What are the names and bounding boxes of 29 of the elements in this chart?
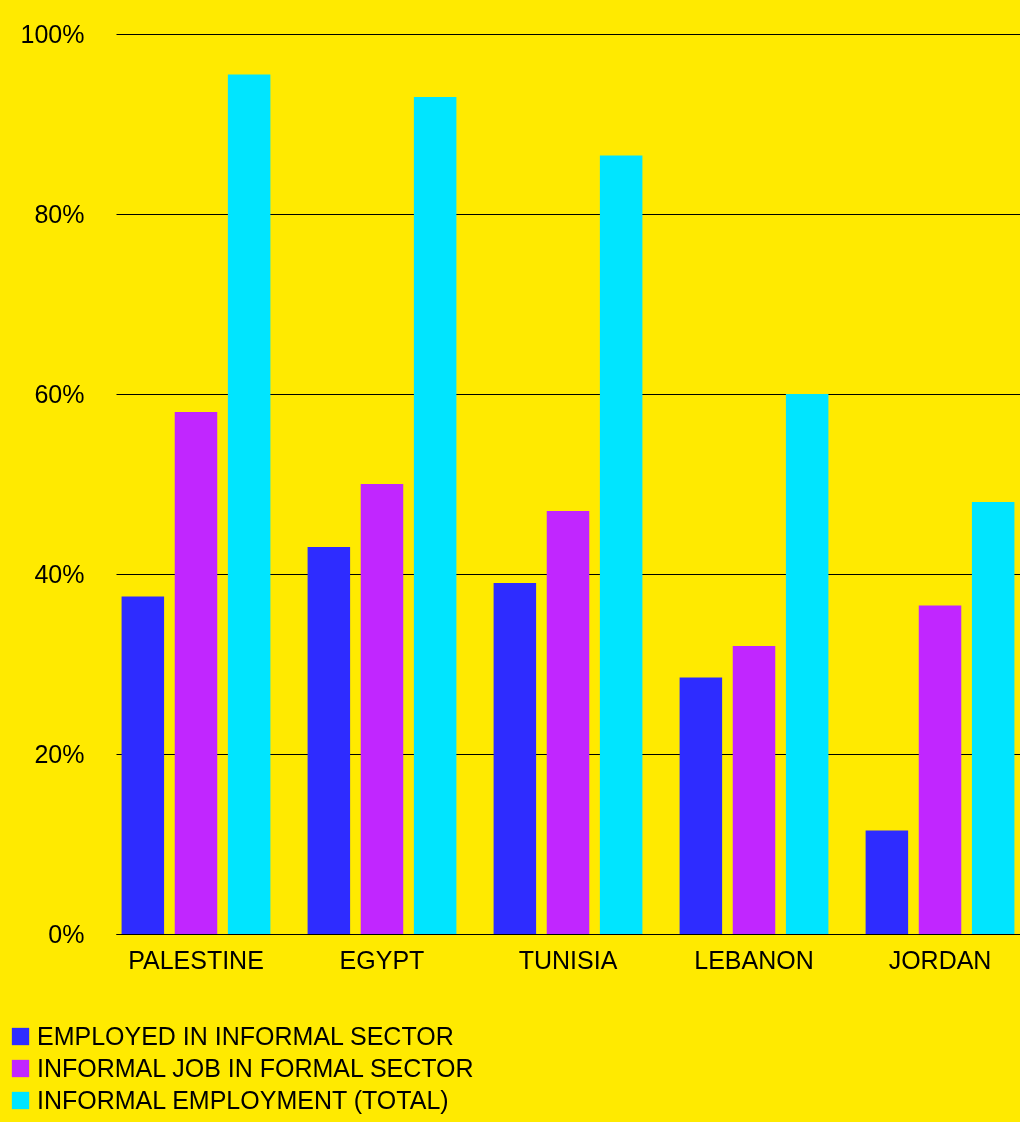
y-tick-label: 40% [34, 559, 85, 588]
bar [546, 511, 590, 934]
bar [227, 74, 271, 934]
y-tick-label: 20% [34, 739, 85, 768]
bar [918, 605, 962, 934]
bar [413, 97, 457, 934]
legend-label: EMPLOYED IN INFORMAL SECTOR [37, 1021, 454, 1050]
x-tick-label: LEBANON [694, 945, 814, 974]
y-tick-label: 0% [48, 919, 85, 948]
y-tick-label: 100% [20, 19, 85, 48]
bar [174, 412, 218, 934]
bar [785, 394, 829, 934]
x-tick-label: JORDAN [888, 945, 992, 974]
bar [971, 502, 1015, 934]
y-tick-label: 80% [34, 199, 85, 228]
legend-label: INFORMAL EMPLOYMENT (TOTAL) [37, 1085, 449, 1114]
bar [599, 155, 643, 934]
bar [307, 547, 351, 934]
bar [732, 646, 776, 934]
x-tick-label: EGYPT [339, 945, 425, 974]
bar [679, 677, 723, 934]
bar [121, 596, 165, 934]
x-tick-label: PALESTINE [128, 945, 264, 974]
x-tick-label: TUNISIA [518, 945, 618, 974]
bar [493, 583, 537, 934]
bar [360, 484, 404, 934]
legend-label: INFORMAL JOB IN FORMAL SECTOR [37, 1053, 474, 1082]
bar [865, 830, 909, 934]
y-tick-label: 60% [34, 379, 85, 408]
